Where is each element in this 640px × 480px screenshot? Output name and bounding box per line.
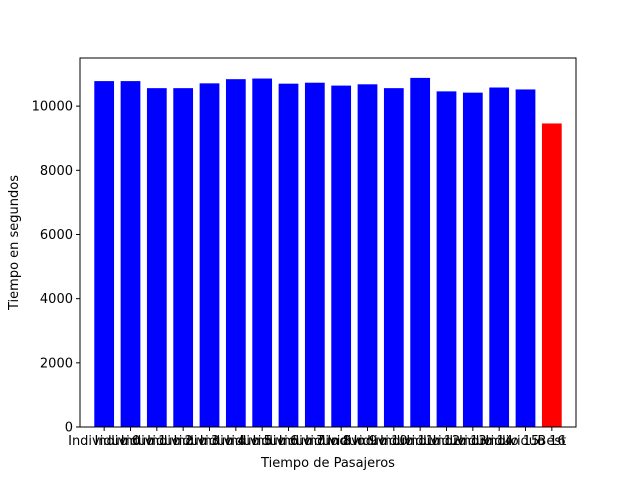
bar-15 xyxy=(489,87,510,428)
x-tick-label: Individuo 8 xyxy=(279,434,351,449)
bar-1 xyxy=(120,81,141,428)
x-tick-label: Individuo 12 xyxy=(380,434,460,449)
y-axis-label: Tiempo en segundos xyxy=(7,175,22,311)
x-tick-label: Individuo 16 xyxy=(485,434,565,449)
x-tick-label: Individuo 15 xyxy=(459,434,539,449)
bar-6 xyxy=(252,78,273,428)
x-tick-label: Individuo 13 xyxy=(406,434,486,449)
bar-14 xyxy=(462,92,483,427)
x-axis-label: Tiempo de Pasajeros xyxy=(260,456,395,471)
x-tick-label: Individuo 14 xyxy=(433,434,513,449)
x-tick-label: Individuo 7 xyxy=(252,434,324,449)
plot-frame xyxy=(79,57,577,428)
bar-5 xyxy=(225,79,246,427)
bar-11 xyxy=(383,88,404,427)
bar-2 xyxy=(146,88,167,427)
x-tick-label: Individuo 10 xyxy=(327,434,407,449)
bar-best xyxy=(541,123,562,427)
x-tick-label: Individuo 0 xyxy=(68,434,140,449)
bar-3 xyxy=(173,88,194,427)
bar-9 xyxy=(331,85,352,427)
bars-group xyxy=(94,77,562,428)
x-tick-label: Individuo 3 xyxy=(147,434,219,449)
bar-16 xyxy=(515,89,536,427)
x-tick-label: Individuo 2 xyxy=(121,434,193,449)
x-tick-label: Individuo 11 xyxy=(354,434,434,449)
bar-0 xyxy=(94,81,115,428)
y-tick-label: 6000 xyxy=(40,228,73,243)
bar-7 xyxy=(278,83,299,428)
bar-8 xyxy=(304,82,325,427)
x-tick-label: Individuo 9 xyxy=(305,434,377,449)
x-tick-label: Individuo 4 xyxy=(173,434,245,449)
bar-4 xyxy=(199,83,220,427)
y-tick-label: 8000 xyxy=(40,164,73,179)
bar-10 xyxy=(357,84,378,427)
x-tick-label: Best xyxy=(537,434,566,449)
y-tick-label: 0 xyxy=(65,421,73,436)
bar-12 xyxy=(410,77,431,427)
y-ticks-group: 0 2000 4000 6000 8000 10000 xyxy=(32,100,80,436)
y-tick-label: 2000 xyxy=(40,356,73,371)
y-tick-label: 10000 xyxy=(32,100,73,115)
bar-13 xyxy=(436,91,457,428)
x-tick-label: Individuo 6 xyxy=(226,434,298,449)
y-tick-label: 4000 xyxy=(40,292,73,307)
x-tick-label: Individuo 5 xyxy=(200,434,272,449)
x-tick-label: Individuo 1 xyxy=(94,434,166,449)
